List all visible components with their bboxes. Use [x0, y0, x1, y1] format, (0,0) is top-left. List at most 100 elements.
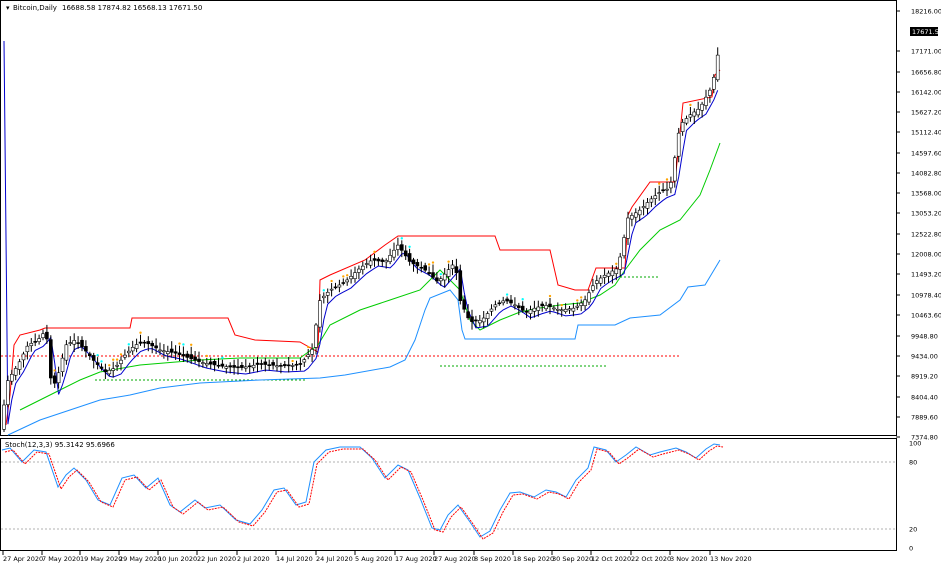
candle-body	[224, 366, 229, 369]
candle-body	[610, 270, 615, 276]
candle-body	[524, 311, 529, 313]
stoch-title: Stoch(12,3,3) 95.3142 95.6966	[5, 441, 115, 449]
candle-body	[201, 362, 205, 364]
price-axis: 18216.00 17171.00 16656.80 16142.00 15627.20…	[896, 8, 941, 442]
candle-body	[119, 359, 123, 364]
candle-body	[489, 308, 494, 312]
candle-body	[181, 354, 186, 357]
time-axis-label: 8 Sep 2020	[474, 555, 511, 563]
candle-body	[228, 365, 232, 368]
stoch-axis-label: 100	[909, 440, 921, 448]
candle-body	[21, 353, 26, 361]
candle-body	[68, 342, 73, 344]
candle-body	[142, 341, 147, 344]
candle-body	[700, 103, 704, 111]
candle-body	[587, 292, 591, 303]
signal-dot	[205, 354, 208, 358]
candle-body	[571, 307, 576, 312]
candle-body	[696, 108, 701, 116]
candle-body	[25, 345, 30, 353]
candle-body	[438, 278, 443, 282]
candle-body	[48, 339, 53, 379]
time-axis-label: 22 Jun 2020	[197, 555, 236, 563]
candle-body	[310, 349, 314, 355]
candle-body	[318, 300, 322, 328]
candle-body	[665, 188, 669, 191]
candle-body	[232, 365, 236, 368]
candle-body	[384, 260, 389, 263]
candle-body	[337, 284, 342, 288]
candle-body	[477, 320, 482, 324]
candle-body	[99, 366, 104, 369]
candle-body	[185, 353, 190, 358]
candle-body	[622, 237, 626, 257]
candle-body	[454, 266, 459, 273]
price-axis-label: 12008.00	[911, 251, 941, 259]
candle-body	[84, 346, 88, 352]
price-axis-label: 7374.80	[911, 434, 938, 442]
time-axis-label: 30 Sep 2020	[552, 555, 593, 563]
signal-dot	[330, 279, 333, 283]
middle-line	[3, 40, 719, 425]
candle-body	[146, 341, 151, 345]
price-axis-label: 18216.00	[911, 8, 941, 16]
price-axis-label: 14082.80	[911, 170, 941, 178]
time-axis-label: 18 Sep 2020	[513, 555, 554, 563]
candle-body	[60, 357, 65, 372]
candle-body	[516, 305, 521, 308]
candle-body	[497, 302, 502, 305]
signal-dot	[447, 260, 450, 263]
candle-body	[423, 265, 428, 271]
candle-body	[150, 342, 154, 347]
candle-body	[37, 338, 41, 342]
candle-body	[115, 364, 119, 367]
candle-body	[715, 54, 720, 81]
time-axis-label: 17 Aug 2020	[395, 555, 437, 563]
candle-body	[95, 362, 100, 365]
current-price-tag	[910, 27, 938, 36]
stoch-axis-label: 20	[909, 526, 917, 534]
candle-body	[267, 364, 272, 366]
candle-body	[555, 308, 560, 311]
time-axis-label: 12 Oct 2020	[591, 555, 631, 563]
candle-body	[76, 342, 80, 344]
candle-body	[407, 253, 412, 262]
price-axis-label: 12522.80	[911, 231, 941, 239]
price-axis-label: 17171.00	[911, 48, 941, 56]
candle-body	[240, 365, 244, 368]
signal-dot	[689, 103, 692, 107]
candle-body	[594, 280, 599, 284]
candle-body	[653, 195, 658, 199]
time-axis-label: 19 May 2020	[80, 555, 122, 563]
ohlc-readout: 16688.58 17874.82 16568.13 17671.50	[62, 4, 202, 12]
signal-dot	[322, 289, 325, 292]
signal-dot	[178, 342, 181, 345]
candle-body	[107, 369, 112, 375]
candle-body	[130, 346, 135, 352]
candle-body	[591, 285, 595, 291]
stoch-panel-frame	[0, 438, 897, 551]
signal-dot	[96, 353, 99, 357]
candle-body	[197, 358, 201, 362]
candle-body	[17, 361, 22, 370]
candle-body	[189, 354, 193, 360]
signal-dot	[521, 298, 524, 301]
candle-body	[680, 122, 685, 132]
signal-dot	[505, 293, 509, 296]
candle-body	[575, 305, 580, 308]
candle-body	[661, 189, 665, 192]
candle-body	[212, 361, 217, 366]
signal-dot	[576, 299, 579, 302]
symbol-title-arrow: ▾	[6, 4, 10, 12]
candle-body	[298, 363, 303, 365]
candle-body	[485, 313, 490, 319]
signal-dot	[427, 263, 431, 266]
candle-body	[501, 300, 506, 304]
candle-body	[544, 305, 548, 310]
signal-dot	[373, 250, 376, 254]
candle-body	[259, 363, 264, 365]
candle-body	[548, 303, 552, 307]
